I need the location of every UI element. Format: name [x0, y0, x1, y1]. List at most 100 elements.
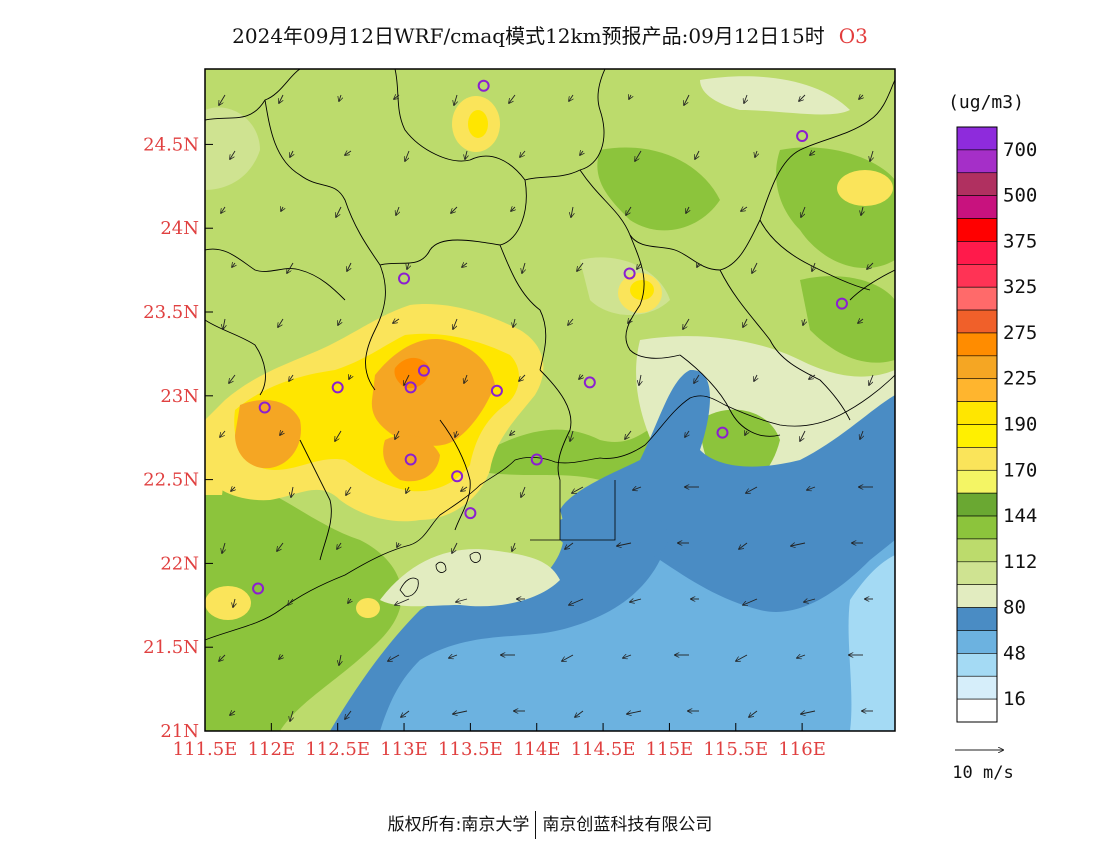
- wind-arrow: [799, 94, 806, 101]
- wind-arrow: [858, 319, 864, 323]
- legend-swatch: [956, 241, 998, 265]
- station-marker: [464, 507, 477, 520]
- wind-arrow: [407, 262, 409, 269]
- wind-arrow: [745, 431, 747, 435]
- lat-tick-label: 22.5N: [143, 470, 199, 491]
- legend-swatch: [956, 492, 998, 517]
- map-frame: [204, 68, 896, 732]
- wind-arrow: [803, 318, 805, 325]
- ocean-mid-2: [470, 560, 895, 731]
- lon-tick-label: 115E: [646, 739, 694, 760]
- wind-arrow: [683, 318, 690, 329]
- wind-arrow: [570, 430, 573, 441]
- wind-arrow: [736, 654, 748, 661]
- station-marker: [252, 582, 265, 595]
- wind-arrow: [449, 655, 458, 658]
- wind-arrow: [752, 262, 758, 273]
- wind-arrow: [577, 262, 584, 271]
- legend-level-label: 190: [1003, 414, 1037, 436]
- wind-arrow: [513, 318, 515, 327]
- wind-arrow: [454, 94, 457, 105]
- wind-arrow: [575, 710, 584, 717]
- wind-arrow: [453, 318, 458, 329]
- wind-arrow: [629, 95, 631, 99]
- lat-tick-label: 23.5N: [143, 302, 199, 323]
- legend-swatch: [956, 584, 998, 608]
- wind-arrow: [861, 206, 863, 215]
- legend-swatch: [956, 515, 998, 540]
- wind-arrow: [401, 710, 410, 717]
- wind-arrow: [694, 374, 700, 383]
- wind-arrow: [221, 206, 225, 213]
- legend-swatch: [956, 149, 998, 174]
- map-axes: 111.5E 112E 112.5E 113E 113.5E 114E 114.5E 115E…: [143, 134, 826, 760]
- wind-vectors: [219, 95, 873, 721]
- legend-swatch: [956, 332, 998, 357]
- station-marker: [490, 384, 503, 397]
- wind-arrow: [464, 374, 467, 383]
- green-patch-east: [800, 276, 895, 363]
- wind-arrow: [452, 542, 458, 553]
- legend-frame: [956, 126, 998, 723]
- wind-arrow: [346, 486, 352, 495]
- wind-arrow: [395, 598, 410, 605]
- wind-arrow: [339, 654, 341, 665]
- legend-swatch: [956, 218, 998, 242]
- legend-swatch: [956, 653, 998, 677]
- wind-arrow: [869, 374, 874, 385]
- wind-arrow: [451, 206, 458, 213]
- wind-arrow: [749, 710, 758, 717]
- wind-arrow: [462, 263, 468, 267]
- wind-arrow: [406, 486, 409, 493]
- wind-arrow: [404, 374, 410, 385]
- wind-arrow: [743, 318, 747, 327]
- lon-tick-label: 113E: [380, 739, 428, 760]
- wind-arrow: [744, 94, 747, 103]
- wind-arrow: [397, 543, 399, 547]
- wind-arrow: [859, 95, 863, 99]
- wind-arrow: [739, 542, 748, 549]
- wind-arrow: [461, 487, 468, 491]
- title-text: 2024年09月12日WRF/cmaq模式12km预报产品:09月12日15时: [232, 24, 825, 48]
- wind-arrow: [281, 207, 283, 211]
- legend-swatch: [956, 355, 998, 380]
- legend-level-label: 375: [1003, 230, 1037, 252]
- o3-225-south: [383, 435, 440, 482]
- copyright-right: 南京创蓝科技有限公司: [542, 815, 713, 835]
- lon-tick-label: 116E: [778, 739, 826, 760]
- wind-arrow: [230, 711, 236, 715]
- wind-arrow: [580, 151, 583, 155]
- ocean-light-east: [848, 555, 895, 731]
- wind-arrow: [509, 94, 516, 103]
- wind-arrow: [743, 598, 758, 605]
- lon-tick-label: 111.5E: [173, 739, 238, 760]
- o3-275-hotspot: [394, 357, 429, 389]
- wind-arrow: [233, 598, 235, 607]
- wind-arrow: [572, 486, 584, 493]
- station-marker: [404, 453, 417, 466]
- wind-arrow: [232, 263, 235, 267]
- wind-arrow: [465, 150, 467, 159]
- station-marker: [331, 381, 344, 394]
- legend-swatch: [956, 561, 998, 585]
- wind-arrow: [807, 487, 816, 490]
- map-title: 2024年09月12日WRF/cmaq模式12km预报产品:09月12日15时 O…: [0, 20, 1100, 49]
- legend-level-label: 325: [1003, 276, 1037, 298]
- station-marker: [716, 426, 729, 439]
- wind-arrow: [345, 151, 352, 155]
- wind-arrow: [339, 94, 341, 101]
- color-legend: (ug/m3) 700 500 375 325 275 225 190 170 144 112 80 4…: [948, 92, 1037, 783]
- wind-arrow: [455, 430, 457, 437]
- wind-arrow: [579, 375, 583, 379]
- wind-arrow: [396, 206, 399, 215]
- lon-tick-label: 115.5E: [703, 739, 768, 760]
- wind-arrow: [277, 542, 284, 551]
- o3-patch-southwest: [205, 586, 251, 620]
- station-marker: [404, 381, 417, 394]
- wind-arrow: [229, 374, 236, 383]
- wind-arrow: [405, 150, 410, 161]
- wind-arrow: [800, 430, 806, 441]
- wind-arrow: [812, 262, 815, 271]
- wind-arrow: [349, 375, 351, 379]
